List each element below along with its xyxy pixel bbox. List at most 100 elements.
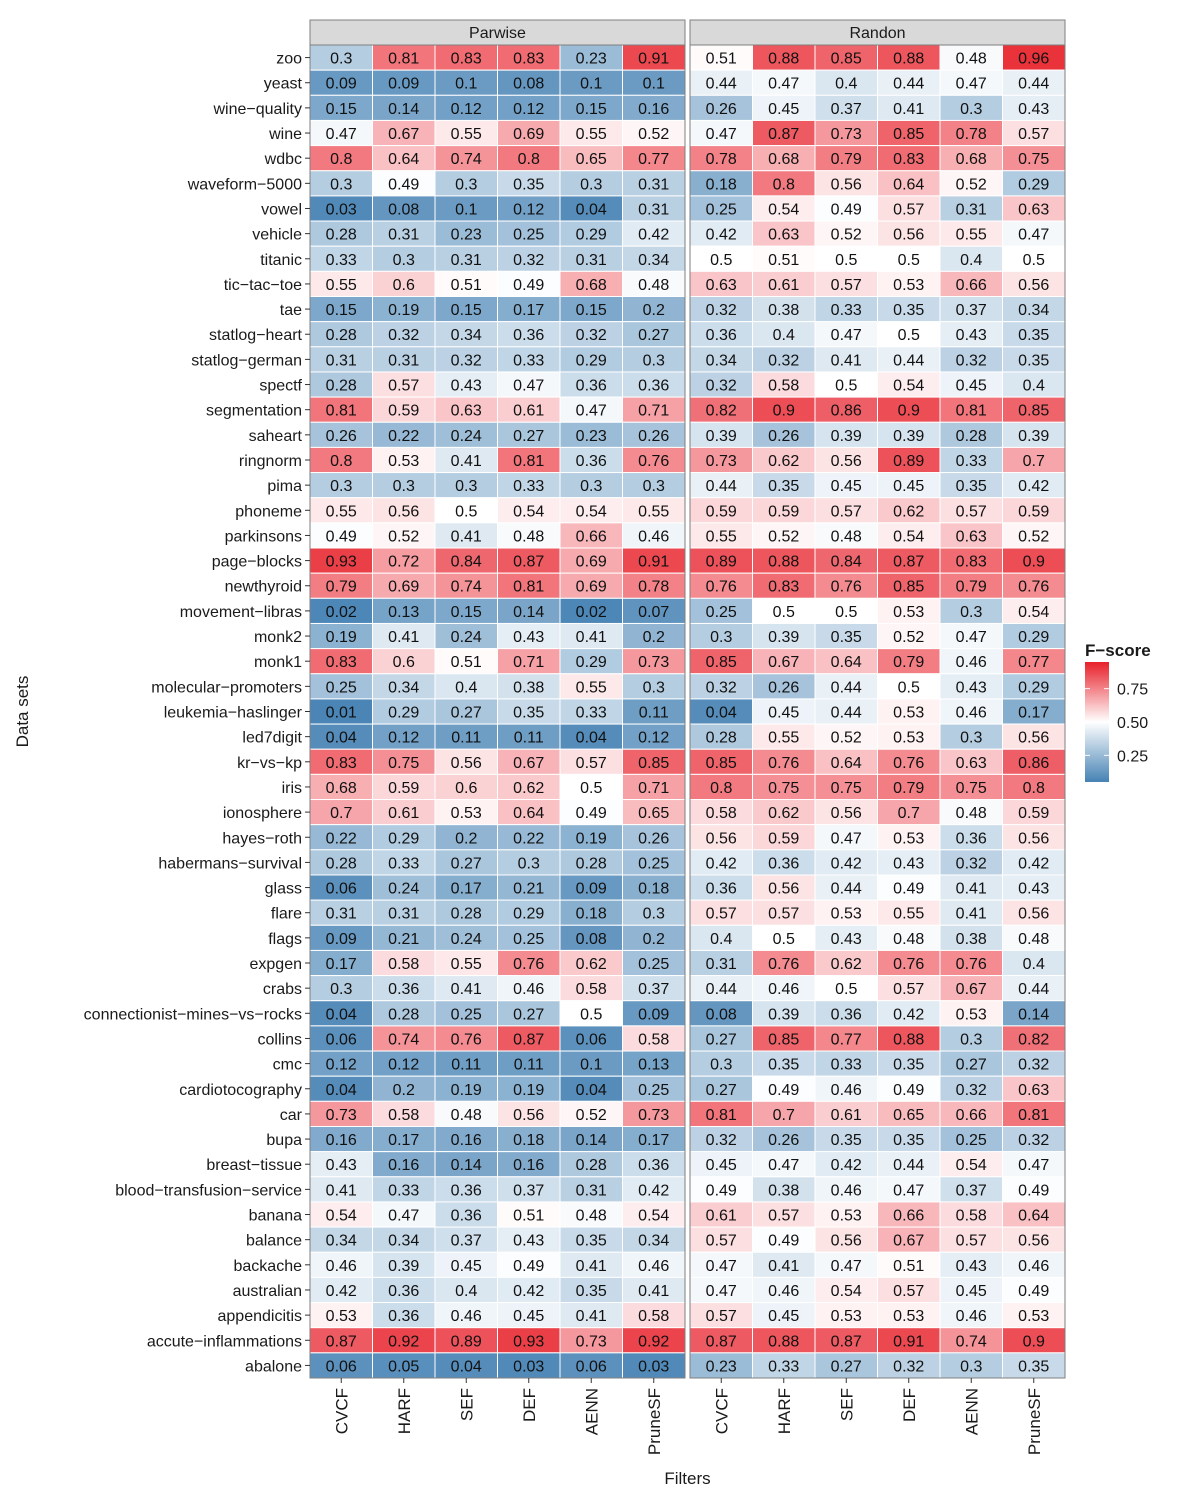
cell-value-label: 0.36 bbox=[956, 830, 987, 847]
heatmap-cell bbox=[752, 1075, 816, 1102]
heatmap-cell bbox=[877, 145, 941, 172]
heatmap-cell bbox=[434, 899, 498, 926]
y-tick-label: kr−vs−kp bbox=[237, 755, 302, 772]
cell-value-label: 0.91 bbox=[638, 554, 669, 571]
heatmap-cell bbox=[622, 321, 686, 348]
y-tick-label: hayes−roth bbox=[222, 830, 302, 847]
heatmap-cell bbox=[309, 949, 373, 977]
heatmap-cell bbox=[309, 1327, 373, 1354]
cell-value-label: 0.32 bbox=[706, 679, 737, 696]
cell-value-label: 0.76 bbox=[706, 579, 737, 596]
cell-value-label: 0.4 bbox=[960, 252, 982, 269]
heatmap-cell bbox=[309, 1176, 373, 1203]
heatmap-cell bbox=[1002, 1050, 1066, 1077]
cell-value-label: 0.74 bbox=[956, 1333, 987, 1350]
cell-value-label: 0.5 bbox=[835, 604, 857, 621]
cell-value-label: 0.45 bbox=[451, 1258, 482, 1275]
cell-value-label: 0.55 bbox=[576, 679, 607, 696]
heatmap-cell bbox=[689, 799, 753, 826]
cell-value-label: 0.35 bbox=[956, 478, 987, 495]
cell-value-label: 0.76 bbox=[1018, 579, 1049, 596]
cell-value-label: 0.3 bbox=[330, 478, 352, 495]
cell-value-label: 0.06 bbox=[326, 881, 357, 898]
heatmap-cell bbox=[622, 497, 686, 524]
cell-value-label: 0.47 bbox=[768, 76, 799, 93]
x-tick-label: DEF bbox=[520, 1388, 539, 1422]
heatmap-cell bbox=[752, 949, 816, 977]
heatmap-cell bbox=[814, 949, 878, 977]
cell-value-label: 0.76 bbox=[768, 956, 799, 973]
cell-value-label: 0.73 bbox=[706, 453, 737, 470]
cell-value-label: 0.3 bbox=[710, 629, 732, 646]
heatmap-cell bbox=[877, 949, 941, 977]
cell-value-label: 0.36 bbox=[706, 327, 737, 344]
heatmap-cell bbox=[1002, 949, 1066, 977]
cell-value-label: 0.41 bbox=[956, 881, 987, 898]
heatmap-cell bbox=[372, 572, 436, 599]
cell-value-label: 0.77 bbox=[1018, 654, 1049, 671]
cell-value-label: 0.43 bbox=[956, 1258, 987, 1275]
cell-value-label: 0.76 bbox=[768, 755, 799, 772]
y-tick-label: backache bbox=[234, 1258, 303, 1275]
heatmap-cell bbox=[309, 597, 373, 624]
cell-value-label: 0.11 bbox=[639, 705, 669, 722]
cell-value-label: 0.35 bbox=[1018, 352, 1049, 369]
cell-value-label: 0.47 bbox=[956, 76, 987, 93]
cell-value-label: 0.45 bbox=[956, 378, 987, 395]
cell-value-label: 0.74 bbox=[388, 1031, 419, 1048]
cell-value-label: 0.8 bbox=[330, 151, 352, 168]
x-tick-label: PruneSF bbox=[645, 1388, 664, 1455]
cell-value-label: 0.3 bbox=[643, 352, 665, 369]
cell-value-label: 0.31 bbox=[388, 906, 419, 923]
heatmap-cell bbox=[877, 170, 941, 197]
cell-value-label: 0.3 bbox=[393, 478, 415, 495]
heatmap-cell bbox=[309, 849, 373, 876]
cell-value-label: 0.2 bbox=[643, 629, 665, 646]
heatmap-cell bbox=[372, 1025, 436, 1052]
cell-value-label: 0.35 bbox=[893, 1057, 924, 1074]
cell-value-label: 0.62 bbox=[576, 956, 607, 973]
heatmap-cell bbox=[814, 723, 878, 750]
cell-value-label: 0.32 bbox=[893, 1358, 924, 1375]
heatmap-cell bbox=[752, 1050, 816, 1077]
heatmap-cell bbox=[309, 773, 373, 801]
cell-value-label: 0.69 bbox=[576, 579, 607, 596]
y-tick-label: banana bbox=[249, 1208, 302, 1225]
y-tick-label: cmc bbox=[273, 1057, 302, 1074]
heatmap-cell bbox=[434, 773, 498, 801]
heatmap-cell bbox=[622, 673, 686, 700]
cell-value-label: 0.28 bbox=[388, 1006, 419, 1023]
cell-value-label: 0.5 bbox=[455, 503, 477, 520]
heatmap-cell bbox=[1002, 698, 1066, 725]
heatmap-cell bbox=[622, 799, 686, 826]
heatmap-cell bbox=[622, 522, 686, 549]
cell-value-label: 0.61 bbox=[513, 403, 544, 420]
y-tick-label: saheart bbox=[249, 428, 303, 445]
heatmap-cell bbox=[559, 296, 623, 323]
heatmap-cell bbox=[814, 296, 878, 323]
cell-value-label: 0.52 bbox=[388, 528, 419, 545]
cell-value-label: 0.73 bbox=[638, 1107, 669, 1124]
heatmap-cell bbox=[497, 245, 561, 272]
cell-value-label: 0.23 bbox=[706, 1358, 737, 1375]
cell-value-label: 0.19 bbox=[451, 1082, 482, 1099]
cell-value-label: 0.48 bbox=[893, 931, 924, 948]
cell-value-label: 0.1 bbox=[643, 76, 665, 93]
cell-value-label: 0.83 bbox=[893, 151, 924, 168]
cell-value-label: 0.48 bbox=[576, 1208, 607, 1225]
legend-tick-label: 0.25 bbox=[1117, 748, 1148, 765]
cell-value-label: 0.87 bbox=[893, 554, 924, 571]
heatmap-cell bbox=[814, 1075, 878, 1102]
cell-value-label: 0.41 bbox=[451, 528, 482, 545]
cell-value-label: 0.19 bbox=[513, 1082, 544, 1099]
heatmap-cell bbox=[689, 547, 753, 574]
heatmap-cell bbox=[559, 321, 623, 348]
cell-value-label: 0.31 bbox=[956, 201, 987, 218]
heatmap-cell bbox=[497, 572, 561, 599]
heatmap-cell bbox=[689, 245, 753, 272]
heatmap-cell bbox=[752, 547, 816, 574]
heatmap-cell bbox=[559, 1327, 623, 1354]
cell-value-label: 0.08 bbox=[706, 1006, 737, 1023]
cell-value-label: 0.57 bbox=[956, 1233, 987, 1250]
